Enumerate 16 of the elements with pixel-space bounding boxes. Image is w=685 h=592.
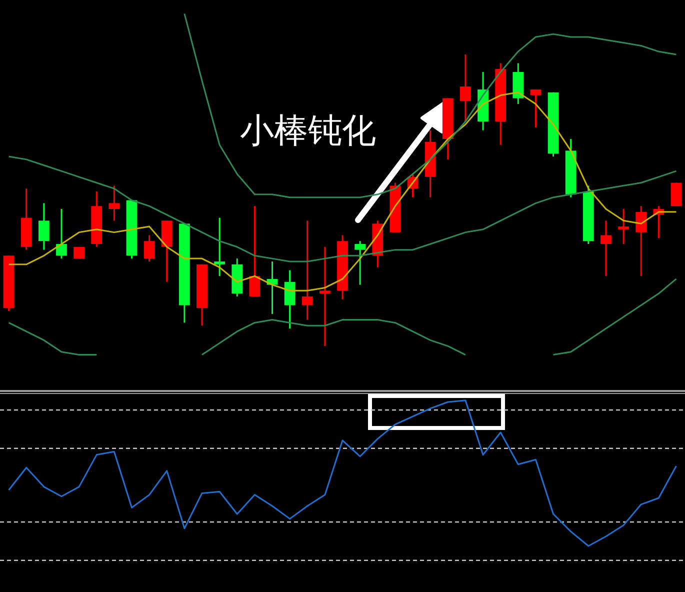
candlestick <box>354 240 366 286</box>
candlestick <box>38 202 50 251</box>
candlestick <box>284 269 296 330</box>
candlestick <box>108 184 120 222</box>
candlestick <box>530 88 542 128</box>
candlestick <box>600 220 612 277</box>
candlestick <box>618 208 629 245</box>
candlestick <box>460 54 471 122</box>
candlestick <box>214 216 225 277</box>
candlestick <box>249 205 260 298</box>
annotation: 小棒钝化 <box>240 110 376 153</box>
candlestick <box>319 246 330 347</box>
candlestick <box>144 234 155 262</box>
candlestick <box>56 208 67 260</box>
candlestick <box>636 205 647 277</box>
candlestick <box>302 220 313 321</box>
